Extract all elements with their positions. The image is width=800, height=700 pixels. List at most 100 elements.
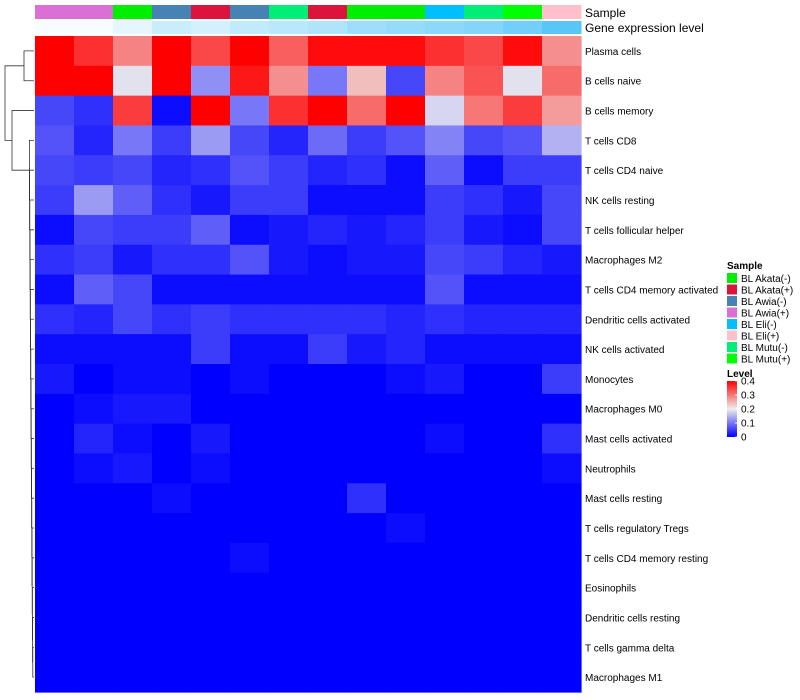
row-label: B cells memory [585, 107, 653, 118]
sample-legend-label: BL Eli(+) [741, 332, 779, 343]
heatmap-cell [425, 483, 465, 514]
sample-legend-label: BL Mutu(+) [741, 355, 790, 366]
heatmap-cell [230, 513, 270, 544]
gene-level-annotation-cell [464, 21, 504, 34]
heatmap-cell [113, 364, 153, 395]
row-label: Neutrophils [585, 464, 636, 475]
gene-level-annotation-cell [74, 21, 114, 34]
heatmap-cell [386, 513, 426, 544]
heatmap-cell [35, 423, 75, 455]
heatmap-cell [35, 95, 75, 127]
heatmap-cell [113, 632, 153, 663]
heatmap-cell [269, 483, 309, 514]
heatmap-cell [113, 304, 153, 335]
heatmap-cell [425, 304, 465, 335]
heatmap-cell [113, 572, 153, 604]
heatmap-cell [269, 214, 309, 246]
gene-level-annotation-cell [425, 21, 465, 34]
heatmap-cell [269, 95, 309, 127]
heatmap-cell [35, 632, 75, 663]
sample-legend-label: BL Awia(+) [741, 309, 789, 320]
row-label: Eosinophils [585, 584, 636, 595]
heatmap-cell [35, 513, 75, 544]
heatmap-cell [308, 185, 348, 216]
heatmap-cell [230, 393, 270, 425]
heatmap-cell [503, 125, 543, 156]
sample-legend-swatch [727, 284, 737, 295]
heatmap-cell [503, 155, 543, 186]
heatmap-cell [191, 513, 231, 544]
sample-annotation-cell [386, 5, 426, 19]
row-label: Macrophages M2 [585, 256, 663, 267]
heatmap-cell [386, 125, 426, 156]
heatmap-cell [308, 155, 348, 186]
heatmap-cell [464, 185, 504, 216]
heatmap-cell [35, 214, 75, 246]
heatmap-cell [308, 274, 348, 305]
heatmap-cell [191, 274, 231, 305]
dendrogram-branch [32, 587, 34, 641]
heatmap-cell [152, 572, 192, 604]
heatmap-cell [308, 602, 348, 633]
heatmap-cell [35, 304, 75, 335]
heatmap-cell [152, 483, 192, 514]
sample-annotation-cell [269, 5, 309, 19]
heatmap-cell [152, 65, 192, 97]
heatmap-cell [308, 483, 348, 514]
gene-level-annotation-cell [269, 21, 309, 34]
row-label: Dendritic cells resting [585, 613, 680, 624]
heatmap-cell [503, 214, 543, 246]
heatmap-cell [191, 542, 231, 574]
heatmap-cell [464, 572, 504, 604]
heatmap-cell [503, 185, 543, 216]
heatmap-cell [542, 214, 582, 246]
heatmap-cell [542, 334, 582, 365]
heatmap-cell [386, 393, 426, 425]
heatmap-cell [347, 304, 387, 335]
heatmap-cell [152, 244, 192, 276]
heatmap-cell [74, 483, 114, 514]
row-label: NK cells activated [585, 345, 664, 356]
heatmap-cell [230, 155, 270, 186]
heatmap-cell [308, 364, 348, 395]
heatmap-cell [191, 483, 231, 514]
heatmap-cell [386, 36, 426, 67]
heatmap-cell [464, 125, 504, 156]
sample-annotation-cell [152, 5, 192, 19]
heatmap-cell [542, 125, 582, 156]
heatmap-cell [464, 632, 504, 663]
heatmap-cell [503, 393, 543, 425]
heatmap-cell [347, 334, 387, 365]
heatmap-cell [308, 423, 348, 455]
heatmap-cell [35, 274, 75, 305]
heatmap-cell [152, 513, 192, 544]
heatmap-cell [542, 662, 582, 693]
heatmap-cell [74, 662, 114, 693]
heatmap-cell [230, 274, 270, 305]
heatmap-cell [464, 95, 504, 127]
heatmap-cell [386, 483, 426, 514]
row-label: B cells naive [585, 77, 642, 88]
dendrogram-branch [23, 50, 34, 82]
heatmap-cell [113, 125, 153, 156]
heatmap-cell [269, 453, 309, 484]
heatmap-cell [308, 334, 348, 365]
heatmap-cell [464, 542, 504, 574]
heatmap-cell [503, 572, 543, 604]
heatmap-cell [269, 513, 309, 544]
gene-level-annotation-cell [230, 21, 270, 34]
heatmap-cell [503, 65, 543, 97]
heatmap-cell [74, 572, 114, 604]
heatmap-cell [113, 453, 153, 484]
heatmap-cell [503, 244, 543, 276]
heatmap-cell [74, 214, 114, 246]
level-legend: Level 0.4 0.3 0.2 0.1 0 [727, 369, 755, 444]
heatmap-cell [113, 185, 153, 216]
heatmap-cell [503, 632, 543, 663]
heatmap-cell [113, 334, 153, 365]
heatmap-cell [542, 185, 582, 216]
heatmap-cell [113, 36, 153, 67]
heatmap-cell [386, 423, 426, 455]
heatmap-cell [191, 125, 231, 156]
gene-level-annotation-cell [191, 21, 231, 34]
